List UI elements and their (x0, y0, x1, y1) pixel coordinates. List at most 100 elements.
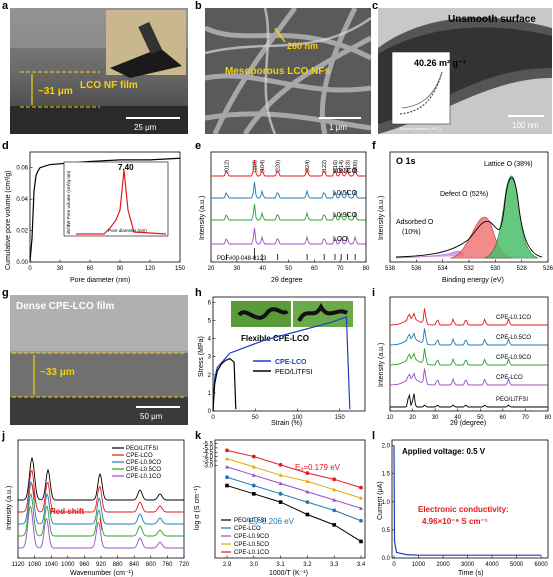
j-series-line (18, 456, 184, 501)
i-xtick: 80 (545, 415, 552, 421)
k-ytick: -5.0 (203, 446, 214, 452)
k-point (332, 498, 337, 502)
e-xtick: 80 (363, 266, 370, 272)
e-xtick: 60 (311, 266, 318, 272)
l-xtick: 5000 (510, 562, 524, 568)
k-ylabel: log σ (S cm⁻¹) (194, 486, 201, 530)
j-xtick: 960 (79, 562, 90, 568)
k-series-line (226, 485, 362, 542)
j-xtick: 880 (113, 562, 124, 568)
e-xtick: 30 (233, 266, 240, 272)
d-xtick: 60 (87, 266, 94, 272)
i-xtick: 60 (500, 415, 507, 421)
e-peak-label: (122) (322, 160, 328, 173)
panel-a: a LCO NF film ~31 μm 25 μm (0, 0, 190, 135)
f-title: O 1s (396, 156, 416, 166)
k-point (305, 471, 310, 476)
d-ytick: 0.04 (16, 197, 28, 203)
j-shift: Red shift (50, 507, 85, 516)
j-legend-item: PEO/LiTFSI (126, 446, 158, 452)
e-pdf: PDF#00-048-0123 (217, 256, 267, 262)
panel-label-g: g (2, 287, 9, 299)
l-xtick: 6000 (534, 562, 548, 568)
film-label: LCO NF film (80, 80, 138, 91)
panel-j: j Intensity (a.u.) Wavenumber (cm⁻¹) 112… (0, 430, 190, 577)
h-ytick: 4 (208, 337, 212, 343)
l-econd: Electronic conductivity: (418, 505, 509, 514)
f-xtick: 538 (385, 266, 396, 272)
j-xtick: 1080 (28, 562, 42, 568)
d-xtick: 120 (145, 266, 156, 272)
k-point (278, 462, 283, 467)
k-legend-item: PEO/LiTFSI (234, 518, 266, 524)
panel-label-b: b (195, 0, 202, 12)
l-ytick: 0.5 (382, 528, 391, 534)
sem-image-g: Dense CPE-LCO film ~33 μm 50 μm (10, 295, 188, 425)
j-legend-item: CPE-LCO (126, 453, 153, 459)
k-point (305, 500, 310, 505)
sem-image-b: 260 nm Mesoporous LCO NFs 1 μm (205, 8, 371, 134)
d-xlabel: Pore diameter (nm) (70, 277, 130, 284)
k-series-line (226, 458, 362, 499)
l-xtick: 4000 (485, 562, 499, 568)
d-peak: 7.40 (118, 163, 134, 172)
k-point (251, 473, 256, 477)
e-peak-label: (024) (305, 160, 311, 173)
scale-bar-b: 1 μm (329, 123, 347, 132)
k-ytick: -5.5 (203, 442, 214, 448)
d-xtick: 90 (117, 266, 124, 272)
f-xtick: 532 (464, 266, 475, 272)
fiber-label: Mesoporous LCO NFs (225, 66, 330, 77)
i-xlabel: 2θ (degree) (450, 420, 486, 427)
l-ytick: 2.0 (382, 444, 391, 450)
l-ytick: 1.0 (382, 500, 391, 506)
j-xtick: 920 (96, 562, 107, 568)
h-legend-2: PEO/LiTFSI (275, 369, 312, 376)
l-xtick: 1000 (412, 562, 426, 568)
chart-k: log σ (S cm⁻¹) 1000/T (K⁻¹) -3.0-3.5-4.0… (194, 439, 366, 577)
d-xtick: 0 (28, 266, 32, 272)
k-point (225, 448, 229, 453)
k-legend-item: CPE-L0.5CO (234, 542, 269, 548)
i-xtick: 10 (387, 415, 394, 421)
k-point (359, 518, 363, 523)
panel-label-j: j (2, 430, 6, 442)
i-xtick: 50 (477, 415, 484, 421)
e-peak-label: (104) (260, 160, 266, 173)
k-point (332, 487, 337, 492)
f-xtick: 534 (438, 266, 449, 272)
i-series-line (389, 308, 548, 326)
k-point (278, 491, 283, 496)
k-point (332, 508, 337, 513)
k-point (359, 485, 363, 490)
panel-l: l Current (μA) Time (s) 0.0 0.5 1.0 1.5 2.0 0… (372, 430, 553, 577)
chart-i: Intensity (a.u.) 2θ (degree) 10 20 30 40 50 6… (378, 296, 552, 427)
k-ea1: Eₐ=0.179 eV (295, 463, 341, 472)
panel-g: g Dense CPE-LCO film ~33 μm 50 μm (0, 287, 190, 427)
panel-label-k: k (195, 430, 202, 442)
scale-bar-a: 25 μm (134, 123, 157, 132)
j-series-line (18, 469, 184, 513)
j-series-line (18, 480, 184, 525)
k-point (359, 539, 363, 544)
i-ylabel: Intensity (a.u.) (378, 343, 385, 387)
panel-label-i: i (372, 287, 376, 299)
g-thickness: ~33 μm (40, 367, 75, 378)
l-ylabel: Current (μA) (377, 481, 384, 520)
d-inset-xlabel: Pore diameter (nm) (108, 228, 147, 233)
j-series-line (18, 505, 184, 549)
d-ylabel: Cumulative pore volume (cm³/g) (5, 170, 12, 270)
l-xtick: 0 (392, 562, 396, 568)
k-point (305, 479, 310, 484)
l-ytick: 1.5 (382, 472, 391, 478)
i-xtick: 40 (454, 415, 461, 421)
d-xtick: 30 (57, 266, 64, 272)
i-series-name: CPE-LCO (496, 375, 523, 381)
thickness-label: ~31 μm (38, 86, 73, 97)
e-series-line (211, 204, 366, 221)
k-point (251, 464, 256, 469)
l-econd-val: 4.96×10⁻⁹ S cm⁻¹ (422, 517, 488, 526)
j-series-line (18, 492, 184, 537)
e-peak-label: (220) (276, 160, 282, 173)
k-point (305, 512, 310, 517)
